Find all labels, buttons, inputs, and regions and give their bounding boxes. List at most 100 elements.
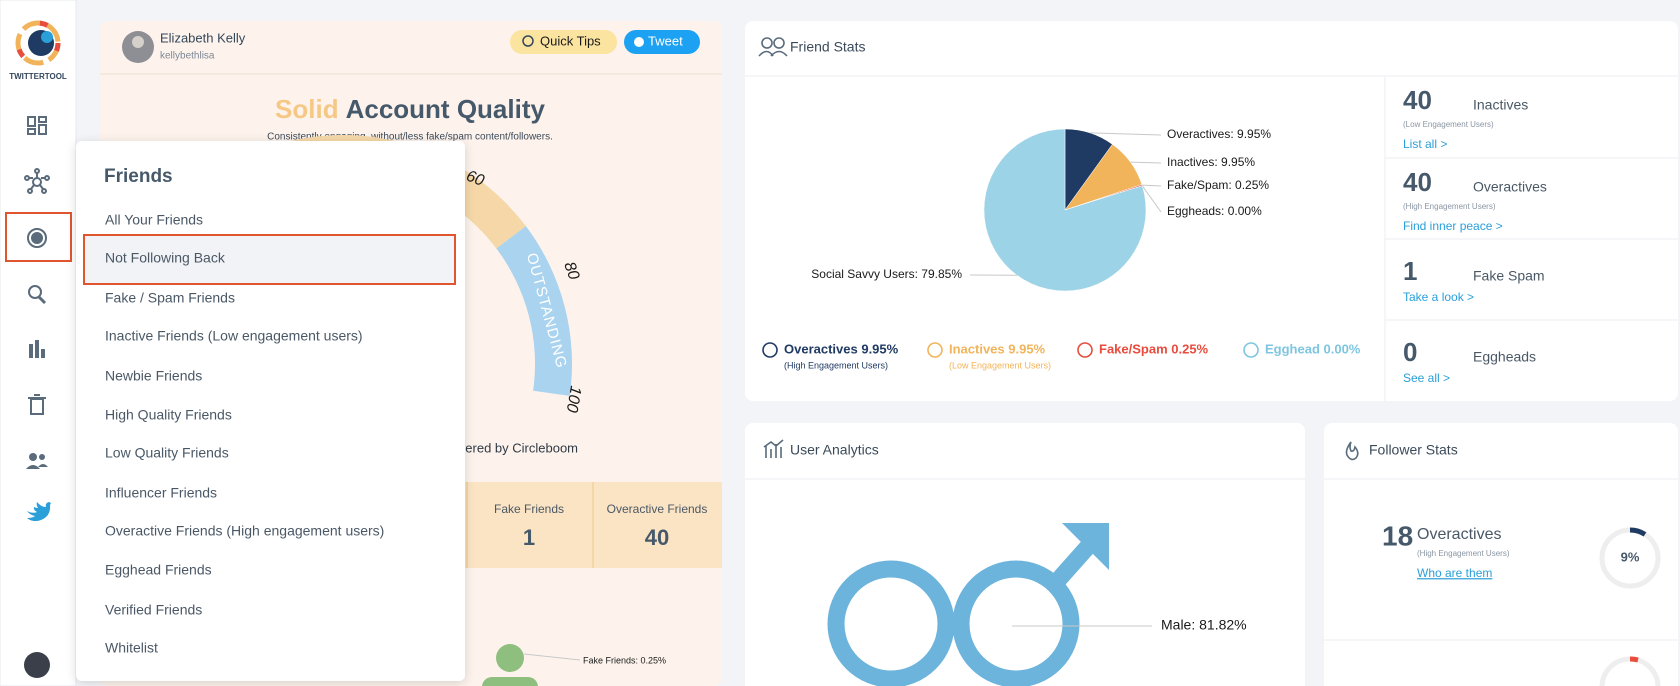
stat-label: Overactive Friends bbox=[607, 502, 708, 516]
summary-name: Overactives bbox=[1473, 179, 1547, 195]
user-analytics-card: User Analytics Male: 81.82% bbox=[745, 423, 1305, 686]
menu-item[interactable]: Newbie Friends bbox=[105, 368, 202, 384]
nav-analytics[interactable] bbox=[29, 340, 45, 358]
male-symbol bbox=[827, 536, 1099, 686]
legend-label: Fake/Spam 0.25% bbox=[1099, 341, 1209, 356]
menu-item[interactable]: Whitelist bbox=[105, 640, 158, 656]
card-title: Friend Stats bbox=[790, 39, 865, 55]
powered-by: Powered by Circleboom bbox=[440, 440, 578, 455]
summary-sub: (Low Engagement Users) bbox=[1403, 120, 1494, 129]
summary-sub: (High Engagement Users) bbox=[1403, 202, 1496, 211]
stat-value: 1 bbox=[523, 525, 535, 550]
logo[interactable] bbox=[15, 20, 61, 66]
menu-item[interactable]: High Quality Friends bbox=[105, 407, 232, 423]
tweet-button[interactable] bbox=[624, 30, 700, 54]
pie-label: Overactives: 9.95% bbox=[1167, 127, 1271, 141]
legend-sub: (High Engagement Users) bbox=[784, 360, 888, 370]
pie-label: Social Savvy Users: 79.85% bbox=[811, 267, 962, 281]
pie-leader bbox=[1130, 161, 1162, 164]
summary-link[interactable]: List all > bbox=[1403, 137, 1447, 151]
card-bg bbox=[745, 423, 1305, 686]
summary-link[interactable]: Take a look > bbox=[1403, 290, 1474, 304]
gauge-tick: 80 bbox=[560, 260, 582, 283]
bubble-leader bbox=[523, 653, 581, 661]
menu-item[interactable]: Fake / Spam Friends bbox=[105, 290, 235, 306]
quality-title-rest: Account Quality bbox=[346, 94, 546, 124]
summary-link[interactable]: Find inner peace > bbox=[1403, 219, 1503, 233]
fake-spam-ring-arc bbox=[1629, 656, 1639, 663]
menu-item[interactable]: Low Quality Friends bbox=[105, 445, 229, 461]
nav-network[interactable] bbox=[24, 168, 50, 194]
summary-count: 0 bbox=[1403, 337, 1417, 367]
quick-tips-label: Quick Tips bbox=[540, 33, 601, 48]
quick-tips-button[interactable] bbox=[510, 30, 617, 54]
legend: Overactives 9.95% (High Engagement Users)… bbox=[762, 341, 1361, 370]
card-bg bbox=[1324, 423, 1678, 686]
bubble-body bbox=[482, 677, 538, 686]
nav-search[interactable] bbox=[28, 285, 47, 305]
logo-ring-accent bbox=[15, 20, 61, 66]
user-analytics-icon bbox=[763, 439, 784, 458]
menu-item[interactable]: Influencer Friends bbox=[105, 485, 217, 501]
tweet-label: Tweet bbox=[648, 33, 683, 48]
friend-stats-card: Friend Stats Overactives: 9.95% Inactives… bbox=[745, 21, 1678, 401]
menu-item[interactable]: Egghead Friends bbox=[105, 562, 212, 578]
follower-link[interactable]: Who are them bbox=[1417, 566, 1492, 580]
user-name: Elizabeth Kelly bbox=[160, 30, 246, 45]
sidebar: TWITTERTOOL bbox=[0, 0, 77, 686]
menu-item[interactable]: All Your Friends bbox=[105, 212, 203, 228]
nav-twitter[interactable] bbox=[27, 502, 51, 522]
gauge-tick: 100 bbox=[563, 384, 584, 413]
summary-count: 40 bbox=[1403, 167, 1432, 197]
quick-tips-icon bbox=[522, 35, 534, 47]
legend-label: Overactives 9.95% bbox=[784, 341, 899, 356]
user-avatar-face bbox=[132, 36, 144, 48]
pie-slice bbox=[983, 128, 1147, 292]
legend-icon bbox=[1077, 342, 1093, 358]
user-handle: kellybethlisa bbox=[160, 51, 215, 62]
menu-item[interactable]: Not Following Back bbox=[105, 250, 226, 266]
nav-dashboard[interactable] bbox=[27, 116, 47, 135]
friends-menu: Friends All Your Friends Not Following Ba… bbox=[76, 141, 465, 681]
logo-dot bbox=[41, 31, 53, 43]
card-title: Follower Stats bbox=[1369, 442, 1458, 458]
nav-users[interactable] bbox=[26, 453, 48, 469]
male-label: Male: 81.82% bbox=[1161, 617, 1247, 633]
friend-stats-icon bbox=[758, 37, 788, 57]
legend-icon bbox=[762, 342, 778, 358]
stats-cells: Fake Friends 1 Overactive Friends 40 bbox=[494, 502, 707, 550]
follower-sub: (High Engagement Users) bbox=[1417, 549, 1510, 558]
pie-leader bbox=[1142, 184, 1162, 187]
menu-item[interactable]: Inactive Friends (Low engagement users) bbox=[105, 328, 363, 344]
menu-title: Friends bbox=[104, 166, 173, 187]
gauge-band bbox=[496, 226, 572, 396]
pie-label: Inactives: 9.95% bbox=[1167, 155, 1255, 169]
pie-chart: Overactives: 9.95% Inactives: 9.95% Fake/S… bbox=[811, 127, 1271, 292]
profile-avatar[interactable] bbox=[24, 652, 50, 678]
pie-leader bbox=[1141, 185, 1162, 213]
card-title: User Analytics bbox=[790, 442, 879, 458]
follower-count: 18 bbox=[1382, 520, 1413, 551]
stat-label: Fake Friends bbox=[494, 502, 564, 516]
legend-icon bbox=[1243, 342, 1259, 358]
pie-label: Fake/Spam: 0.25% bbox=[1167, 178, 1269, 192]
summary-link[interactable]: See all > bbox=[1403, 371, 1450, 385]
nav-friends[interactable] bbox=[27, 228, 47, 248]
legend-label: Egghead 0.00% bbox=[1265, 341, 1361, 356]
menu-item[interactable]: Verified Friends bbox=[105, 602, 202, 618]
nav-delete[interactable] bbox=[28, 394, 46, 415]
follower-count: 7 bbox=[1394, 681, 1410, 686]
pie-label: Eggheads: 0.00% bbox=[1167, 204, 1262, 218]
card-bg bbox=[745, 21, 1678, 401]
follower-stats-card: Follower Stats 18 Overactives (High Engage… bbox=[1324, 423, 1678, 686]
legend-label: Inactives 9.95% bbox=[949, 341, 1046, 356]
summary: 40 Inactives (Low Engagement Users) List al… bbox=[1385, 85, 1678, 385]
summary-name: Fake Spam bbox=[1473, 268, 1545, 284]
pie-leader bbox=[1089, 132, 1162, 136]
follower-rows: 18 Overactives (High Engagement Users) Who … bbox=[1382, 520, 1661, 686]
summary-name: Inactives bbox=[1473, 97, 1528, 113]
menu-item[interactable]: Overactive Friends (High engagement user… bbox=[105, 523, 384, 539]
ring-arc bbox=[1629, 527, 1647, 537]
follower-stats-icon bbox=[1345, 441, 1359, 461]
